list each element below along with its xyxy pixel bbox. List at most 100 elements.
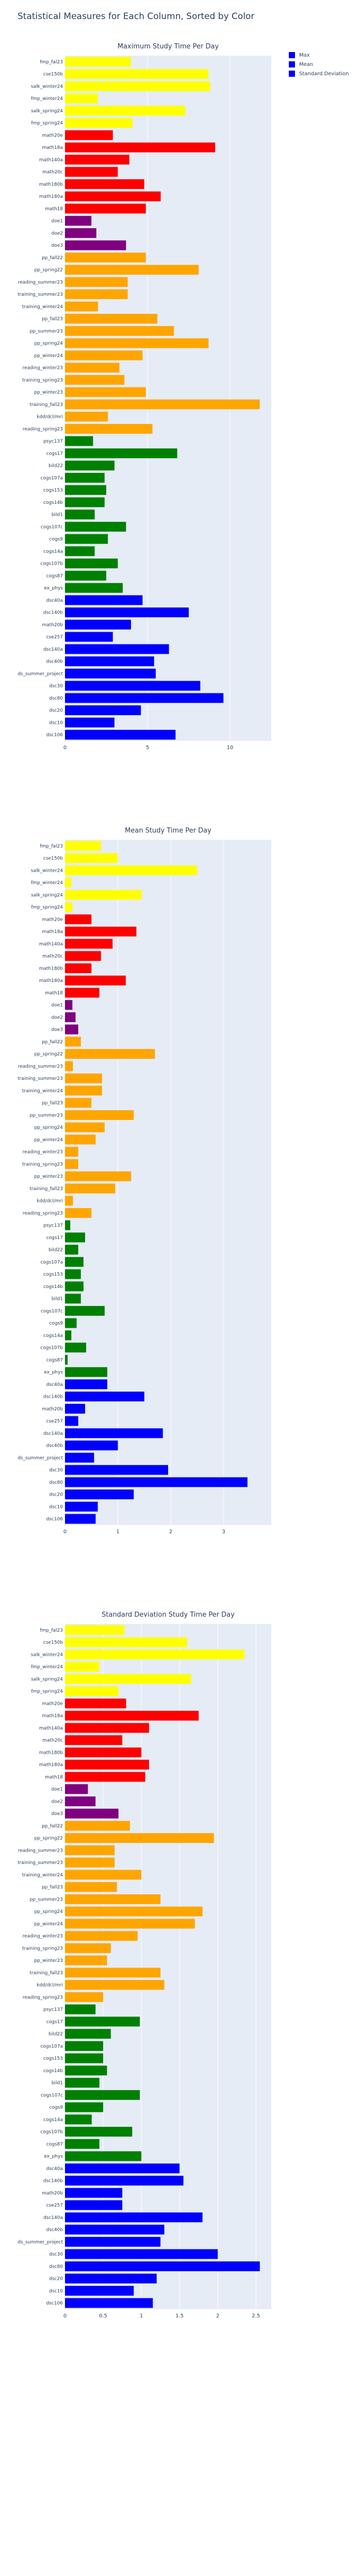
bar-pp-fall23[interactable] xyxy=(65,1882,117,1892)
bar-cogs9[interactable] xyxy=(65,1318,77,1328)
bar-dsc40a[interactable] xyxy=(65,1379,108,1389)
bar-fmp-spring24[interactable] xyxy=(65,118,133,128)
bar-math20e[interactable] xyxy=(65,130,113,140)
bar-psyc137[interactable] xyxy=(65,2004,96,2014)
bar-salk-winter24[interactable] xyxy=(65,1649,245,1659)
bar-ds-summer-project[interactable] xyxy=(65,2236,161,2247)
bar-dsc30[interactable] xyxy=(65,681,201,691)
bar-math140a[interactable] xyxy=(65,155,129,165)
bar-fmp-fal23[interactable] xyxy=(65,57,131,67)
bar-pp-winter24[interactable] xyxy=(65,1134,96,1145)
bar-math20e[interactable] xyxy=(65,1698,126,1708)
bar-pp-spring22[interactable] xyxy=(65,1833,214,1843)
bar-bild22[interactable] xyxy=(65,1245,78,1255)
bar-math18[interactable] xyxy=(65,988,100,998)
bar-salk-spring24[interactable] xyxy=(65,1674,191,1684)
bar-cogs87[interactable] xyxy=(65,2139,100,2149)
bar-fmp-winter24[interactable] xyxy=(65,93,98,104)
bar-math180a[interactable] xyxy=(65,191,161,201)
bar-pp-fall23[interactable] xyxy=(65,1098,92,1108)
bar-pp-spring22[interactable] xyxy=(65,265,199,275)
bar-reading-summer23[interactable] xyxy=(65,1845,115,1855)
bar-pp-spring22[interactable] xyxy=(65,1049,155,1059)
bar-cogs107c[interactable] xyxy=(65,521,126,532)
bar-kdd-dcl-mri[interactable] xyxy=(65,1196,73,1206)
bar-bild1[interactable] xyxy=(65,510,95,520)
bar-bild22[interactable] xyxy=(65,461,114,471)
bar-salk-winter24[interactable] xyxy=(65,865,198,875)
bar-cogs153[interactable] xyxy=(65,1269,81,1279)
bar-math180a[interactable] xyxy=(65,1759,149,1770)
bar-training-spring23[interactable] xyxy=(65,375,125,385)
bar-ex-phys[interactable] xyxy=(65,583,123,593)
bar-doe2[interactable] xyxy=(65,1012,76,1022)
legend-item-std[interactable]: Standard Deviation xyxy=(289,69,349,78)
bar-dsc10[interactable] xyxy=(65,2285,134,2296)
bar-pp-winter23[interactable] xyxy=(65,1171,132,1181)
bar-cogs107b[interactable] xyxy=(65,2127,133,2137)
bar-cse150b[interactable] xyxy=(65,69,209,79)
bar-training-summer23[interactable] xyxy=(65,1073,102,1083)
bar-math180b[interactable] xyxy=(65,1747,142,1757)
bar-pp-spring24[interactable] xyxy=(65,338,209,348)
bar-cse257[interactable] xyxy=(65,2200,123,2210)
bar-reading-winter23[interactable] xyxy=(65,363,120,373)
bar-dsc140a[interactable] xyxy=(65,1428,163,1438)
bar-cse150b[interactable] xyxy=(65,1637,188,1648)
bar-math180b[interactable] xyxy=(65,179,144,189)
bar-training-winter24[interactable] xyxy=(65,301,98,312)
bar-dsc20[interactable] xyxy=(65,2274,157,2284)
bar-pp-spring24[interactable] xyxy=(65,1906,203,1917)
bar-pp-winter23[interactable] xyxy=(65,387,146,397)
bar-pp-spring24[interactable] xyxy=(65,1122,105,1132)
bar-cogs107b[interactable] xyxy=(65,1343,87,1353)
bar-doe3[interactable] xyxy=(65,240,126,250)
bar-fmp-fal23[interactable] xyxy=(65,841,101,851)
bar-doe3[interactable] xyxy=(65,1024,78,1035)
bar-cse150b[interactable] xyxy=(65,853,118,863)
bar-math18a[interactable] xyxy=(65,142,216,152)
bar-cogs17[interactable] xyxy=(65,448,177,459)
bar-ex-phys[interactable] xyxy=(65,2151,142,2161)
bar-math20b[interactable] xyxy=(65,619,131,630)
bar-doe3[interactable] xyxy=(65,1808,119,1819)
bar-dsc40b[interactable] xyxy=(65,1440,118,1451)
bar-dsc80[interactable] xyxy=(65,1477,248,1487)
bar-fmp-winter24[interactable] xyxy=(65,1662,100,1672)
bar-dsc140b[interactable] xyxy=(65,2176,184,2186)
bar-doe2[interactable] xyxy=(65,228,96,238)
bar-dsc140a[interactable] xyxy=(65,2212,203,2223)
bar-cogs107a[interactable] xyxy=(65,472,105,483)
bar-dsc106[interactable] xyxy=(65,1514,96,1524)
bar-cogs14b[interactable] xyxy=(65,2065,107,2076)
bar-math18[interactable] xyxy=(65,204,146,214)
bar-pp-fall23[interactable] xyxy=(65,314,158,324)
bar-cogs14a[interactable] xyxy=(65,546,95,556)
bar-math140a[interactable] xyxy=(65,1723,149,1733)
bar-training-fall23[interactable] xyxy=(65,399,260,410)
bar-dsc140a[interactable] xyxy=(65,644,169,654)
legend-item-mean[interactable]: Mean xyxy=(289,60,349,69)
bar-ds-summer-project[interactable] xyxy=(65,1452,94,1463)
bar-cogs14b[interactable] xyxy=(65,1281,84,1292)
bar-cogs87[interactable] xyxy=(65,570,106,581)
bar-dsc140b[interactable] xyxy=(65,607,189,618)
bar-pp-summer23[interactable] xyxy=(65,326,174,336)
bar-salk-winter24[interactable] xyxy=(65,81,210,91)
bar-doe2[interactable] xyxy=(65,1796,96,1806)
bar-training-spring23[interactable] xyxy=(65,1943,111,1953)
bar-pp-winter24[interactable] xyxy=(65,350,143,361)
bar-fmp-winter24[interactable] xyxy=(65,877,72,888)
bar-training-summer23[interactable] xyxy=(65,1857,115,1868)
bar-psyc137[interactable] xyxy=(65,436,93,446)
bar-dsc10[interactable] xyxy=(65,717,114,727)
bar-pp-summer23[interactable] xyxy=(65,1894,161,1904)
bar-pp-winter23[interactable] xyxy=(65,1955,107,1965)
bar-cogs14a[interactable] xyxy=(65,2114,92,2125)
bar-reading-winter23[interactable] xyxy=(65,1147,78,1157)
bar-ds-summer-project[interactable] xyxy=(65,668,156,679)
bar-cogs14b[interactable] xyxy=(65,497,105,507)
bar-fmp-fal23[interactable] xyxy=(65,1625,125,1635)
bar-cogs107a[interactable] xyxy=(65,2041,104,2051)
bar-reading-summer23[interactable] xyxy=(65,277,128,287)
